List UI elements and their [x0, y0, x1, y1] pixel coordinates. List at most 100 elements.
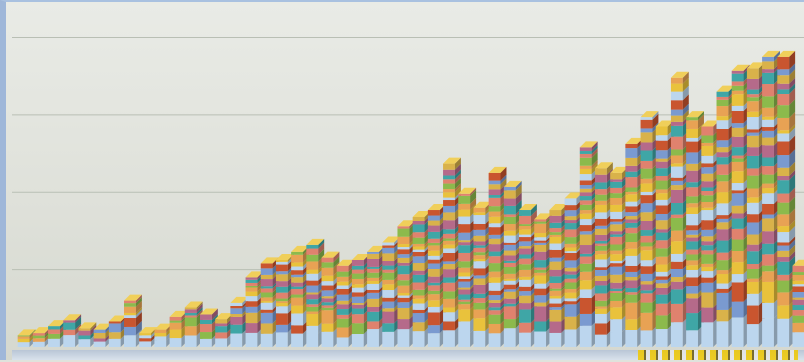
bar-top-cap — [503, 180, 522, 187]
bar-segment — [488, 234, 501, 239]
stacked-bar — [625, 137, 644, 347]
bar-segment — [564, 220, 577, 224]
bar-segment — [427, 215, 440, 221]
bar-segment-side — [606, 162, 613, 175]
bar-segment — [503, 298, 516, 304]
bar-segment — [564, 292, 577, 299]
bar-segment — [579, 219, 592, 226]
bar-segment — [610, 300, 623, 308]
bar-top-cap — [17, 329, 36, 336]
bar-segment — [275, 259, 288, 262]
stacked-bar — [382, 236, 401, 347]
bar-segment — [610, 332, 623, 347]
bar-segment — [458, 301, 471, 305]
bar-segment — [427, 300, 440, 307]
bar-top-cap — [594, 162, 613, 169]
bar-segment — [701, 241, 714, 246]
bar-segment — [655, 303, 668, 316]
bar-segment — [443, 179, 455, 184]
stacked-bar — [108, 315, 127, 347]
bar-segment — [503, 328, 516, 347]
bar-segment — [412, 217, 425, 221]
bar-segment — [716, 147, 729, 153]
bar-segment — [579, 213, 592, 220]
bar-segment — [336, 265, 349, 272]
bar-segment — [610, 250, 623, 255]
bar-segment — [397, 293, 410, 296]
bar-segment — [382, 269, 395, 273]
bar-segment — [443, 212, 455, 221]
bar-segment — [746, 264, 759, 269]
bar-segment — [412, 322, 425, 332]
bar-segment — [686, 313, 698, 331]
bar-segment — [655, 213, 668, 221]
bar-segment — [579, 180, 592, 186]
bar-segment — [17, 336, 30, 339]
bar-segment — [321, 281, 334, 286]
bar-segment — [670, 214, 683, 218]
bar-segment-side — [789, 88, 796, 106]
bar-segment — [564, 316, 577, 330]
bar-segment — [534, 260, 547, 268]
bar-top-cap — [336, 259, 355, 266]
bar-segment — [579, 192, 592, 197]
bar-segment — [503, 214, 516, 217]
bar-segment — [716, 292, 729, 310]
bar-segment — [215, 338, 228, 347]
bar-segment — [746, 244, 759, 252]
bar-segment — [17, 342, 30, 347]
bar-segment — [625, 294, 638, 303]
bar-segment — [640, 273, 653, 282]
bar-top-cap — [625, 137, 644, 144]
bar-segment — [108, 323, 121, 333]
bar-segment — [625, 255, 638, 266]
bar-segment — [625, 212, 638, 217]
bar-segment — [716, 192, 729, 204]
bar-segment — [32, 333, 45, 336]
bar-segment — [549, 215, 562, 223]
bar-segment — [610, 204, 623, 212]
bar-segment — [670, 149, 683, 156]
bar-segment — [397, 280, 410, 286]
bar-segment — [777, 75, 790, 84]
bar-segment — [503, 198, 516, 206]
bar-segment — [670, 281, 683, 290]
bar-segment — [382, 253, 395, 262]
bar-segment — [640, 242, 653, 247]
bar-segment — [625, 233, 638, 243]
corner-logo — [638, 350, 798, 360]
bar-segment — [321, 290, 334, 297]
bar-segment-side — [75, 323, 82, 336]
bar-segment-side — [90, 322, 97, 331]
bar-segment — [701, 236, 714, 242]
bar-segment — [686, 163, 698, 171]
bar-segment — [655, 229, 668, 233]
bar-segment — [625, 271, 638, 277]
bar-segment — [367, 268, 379, 273]
bar-top-cap — [549, 204, 568, 211]
stacked-bar — [792, 259, 804, 347]
bar-segment-side — [318, 238, 325, 249]
bar-segment — [686, 293, 698, 299]
bar-segment — [579, 165, 592, 169]
bar-segment — [230, 302, 243, 306]
bar-segment — [519, 246, 531, 249]
bar-segment — [367, 253, 379, 259]
bar-segment-side — [318, 248, 325, 262]
bar-segment — [777, 257, 790, 262]
bar-segment — [777, 193, 790, 203]
bar-segment — [716, 240, 729, 253]
bar-segment — [534, 240, 547, 243]
bar-segment — [746, 135, 759, 148]
bar-segment — [762, 166, 774, 175]
bar-segment — [701, 229, 714, 237]
bar-segment-side — [135, 294, 142, 304]
bar-segment — [670, 136, 683, 150]
bar-segment — [594, 250, 607, 255]
bar-segment — [716, 252, 729, 261]
bar-segment — [443, 183, 455, 190]
bar-segment — [154, 340, 167, 347]
stacked-bar — [579, 141, 598, 347]
bar-segment — [382, 331, 395, 347]
bar-segment — [336, 285, 349, 289]
